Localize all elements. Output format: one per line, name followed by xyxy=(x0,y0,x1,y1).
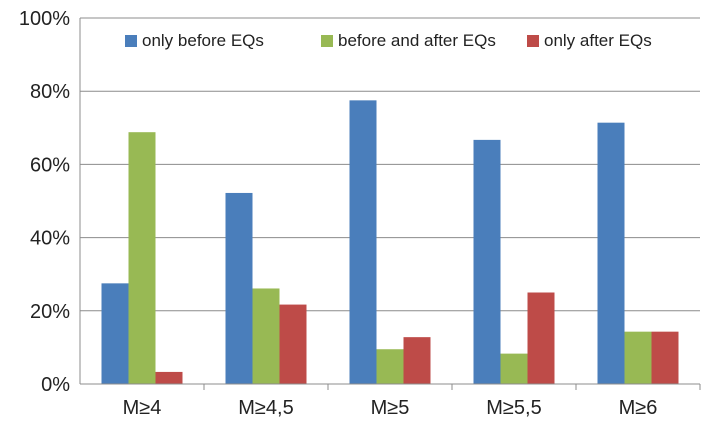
bar-3-1 xyxy=(155,371,183,384)
gridlines xyxy=(80,17,700,312)
y-tick-label: 60% xyxy=(30,154,70,176)
x-tick-labels: M≥4 M≥4,5 M≥5 M≥5,5 M≥6 xyxy=(123,397,658,419)
bar-3-5 xyxy=(651,331,679,384)
y-tick-label: 40% xyxy=(30,228,70,250)
bar-1-5 xyxy=(597,122,625,385)
x-tick-label: M≥5,5 xyxy=(486,397,541,419)
bar-2-4 xyxy=(500,353,528,384)
x-tick-label: M≥6 xyxy=(619,397,658,419)
legend-label: before and after EQs xyxy=(338,31,496,50)
legend: only before EQs before and after EQs only … xyxy=(125,31,652,50)
x-tick-label: M≥4 xyxy=(123,397,162,419)
x-tick-label: M≥5 xyxy=(371,397,410,419)
axes xyxy=(79,18,701,390)
legend-label: only after EQs xyxy=(544,31,652,50)
y-tick-label: 100% xyxy=(19,8,70,30)
bar-3-2 xyxy=(279,304,307,384)
y-tick-label: 20% xyxy=(30,301,70,323)
bar-2-1 xyxy=(128,132,156,384)
bar-2-3 xyxy=(376,349,404,384)
legend-swatch xyxy=(321,35,333,47)
y-tick-label: 80% xyxy=(30,81,70,103)
y-tick-labels: 0% 20% 40% 60% 80% 100% xyxy=(19,8,70,396)
bar-1-4 xyxy=(473,139,501,384)
bar-1-2 xyxy=(225,192,253,384)
x-tick-label: M≥4,5 xyxy=(238,397,293,419)
legend-swatch xyxy=(125,35,137,47)
bar-1-3 xyxy=(349,100,377,384)
bar-1-1 xyxy=(101,283,129,384)
bars xyxy=(101,100,679,385)
legend-swatch xyxy=(527,35,539,47)
legend-label: only before EQs xyxy=(142,31,264,50)
bar-2-2 xyxy=(252,288,280,384)
bar-2-5 xyxy=(624,331,652,384)
bar-3-3 xyxy=(403,337,431,384)
y-tick-label: 0% xyxy=(41,374,70,396)
bar-3-4 xyxy=(527,292,555,384)
